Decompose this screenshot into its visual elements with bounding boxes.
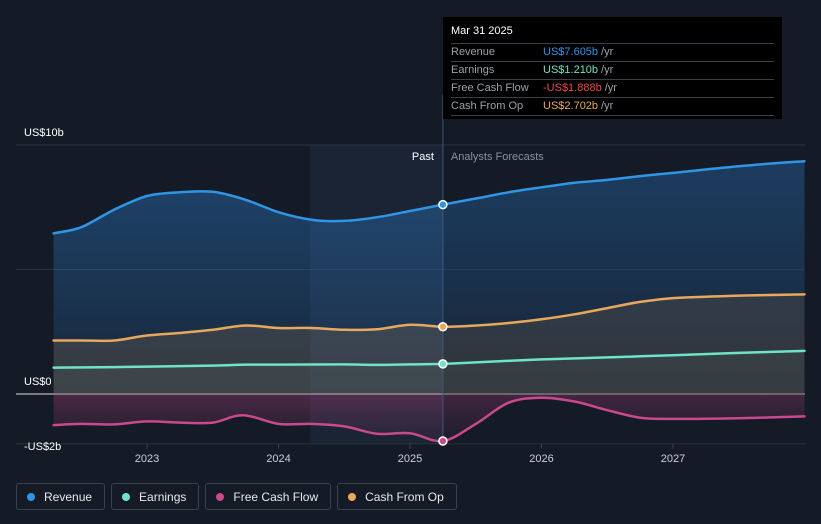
y-axis-label-zero: US$0 (24, 376, 52, 388)
legend-item-free-cash-flow[interactable]: Free Cash Flow (205, 483, 332, 510)
x-tick-label: 2027 (661, 453, 685, 465)
tooltip-name: Revenue (451, 46, 496, 58)
tooltip-name: Free Cash Flow (451, 82, 529, 94)
series-lines (52, 159, 806, 443)
tooltip-value: US$1.210b (543, 64, 599, 76)
line-free-cash-flow (52, 396, 806, 443)
area-free-cash-flow (53, 394, 805, 442)
cash-from-op-dot-icon (348, 492, 357, 501)
tooltip-name: Cash From Op (451, 100, 524, 112)
x-axis-ticks: 2023 2024 2025 2026 2027 (135, 443, 685, 465)
dot-earnings (438, 359, 448, 369)
past-label: Past (412, 151, 434, 163)
highlight-dots (438, 199, 448, 446)
legend-item-cash-from-op[interactable]: Cash From Op (337, 483, 457, 510)
free-cash-flow-dot-icon (216, 492, 225, 501)
tooltip-value: -US$1.888b (543, 82, 602, 94)
line-revenue (52, 159, 806, 235)
tooltip-row-cash-from-op: Cash From Op US$2.702b /yr (451, 98, 774, 116)
tooltip-unit: /yr (601, 64, 614, 76)
tooltip-date: Mar 31 2025 (451, 23, 774, 44)
line-earnings (52, 349, 806, 369)
legend-label: Cash From Op (365, 489, 444, 504)
tooltip-name: Earnings (451, 64, 495, 76)
y-axis-label-bottom: -US$2b (24, 441, 61, 453)
area-earnings (53, 350, 805, 394)
dot-free-cash-flow (438, 436, 448, 446)
tooltip-unit: /yr (604, 82, 617, 94)
legend: Revenue Earnings Free Cash Flow Cash Fro… (16, 483, 457, 510)
legend-label: Earnings (139, 489, 187, 504)
forecast-label: Analysts Forecasts (451, 151, 544, 163)
legend-item-earnings[interactable]: Earnings (111, 483, 200, 510)
tooltip-value: US$2.702b (543, 100, 599, 112)
x-tick-label: 2024 (266, 453, 290, 465)
tooltip: Mar 31 2025 Revenue US$7.605b /yr Earnin… (443, 17, 782, 119)
legend-label: Free Cash Flow (233, 489, 319, 504)
legend-label: Revenue (44, 489, 93, 504)
tooltip-row-earnings: Earnings US$1.210b /yr (451, 62, 774, 80)
area-cash-from-op (53, 294, 805, 394)
tooltip-row-revenue: Revenue US$7.605b /yr (451, 44, 774, 62)
earnings-dot-icon (122, 492, 131, 501)
tooltip-unit: /yr (601, 46, 614, 58)
tooltip-value: US$7.605b (543, 46, 599, 58)
revenue-dot-icon (27, 492, 35, 501)
x-tick-label: 2025 (398, 453, 422, 465)
x-tick-label: 2026 (529, 453, 553, 465)
tooltip-unit: /yr (601, 100, 614, 112)
legend-item-revenue[interactable]: Revenue (16, 483, 106, 510)
dot-revenue (438, 199, 448, 210)
tooltip-row-free-cash-flow: Free Cash Flow -US$1.888b /yr (451, 80, 774, 98)
dot-cash-from-op (438, 321, 448, 332)
area-revenue (53, 161, 805, 394)
y-axis-label-top: US$10b (24, 127, 64, 139)
x-tick-label: 2023 (135, 453, 159, 465)
line-cash-from-op (52, 293, 806, 343)
